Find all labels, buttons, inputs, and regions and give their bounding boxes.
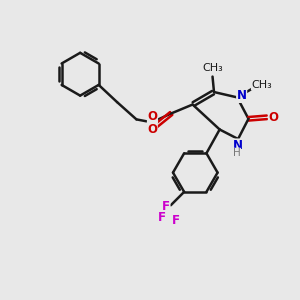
Text: H: H: [233, 148, 241, 158]
Text: CH₃: CH₃: [202, 63, 223, 73]
Text: N: N: [233, 139, 243, 152]
Text: O: O: [148, 110, 158, 123]
Text: F: F: [162, 200, 170, 213]
Text: CH₃: CH₃: [251, 80, 272, 90]
Text: F: F: [172, 214, 180, 227]
Text: O: O: [147, 123, 157, 136]
Text: O: O: [268, 111, 278, 124]
Text: N: N: [237, 89, 247, 102]
Text: F: F: [158, 211, 166, 224]
